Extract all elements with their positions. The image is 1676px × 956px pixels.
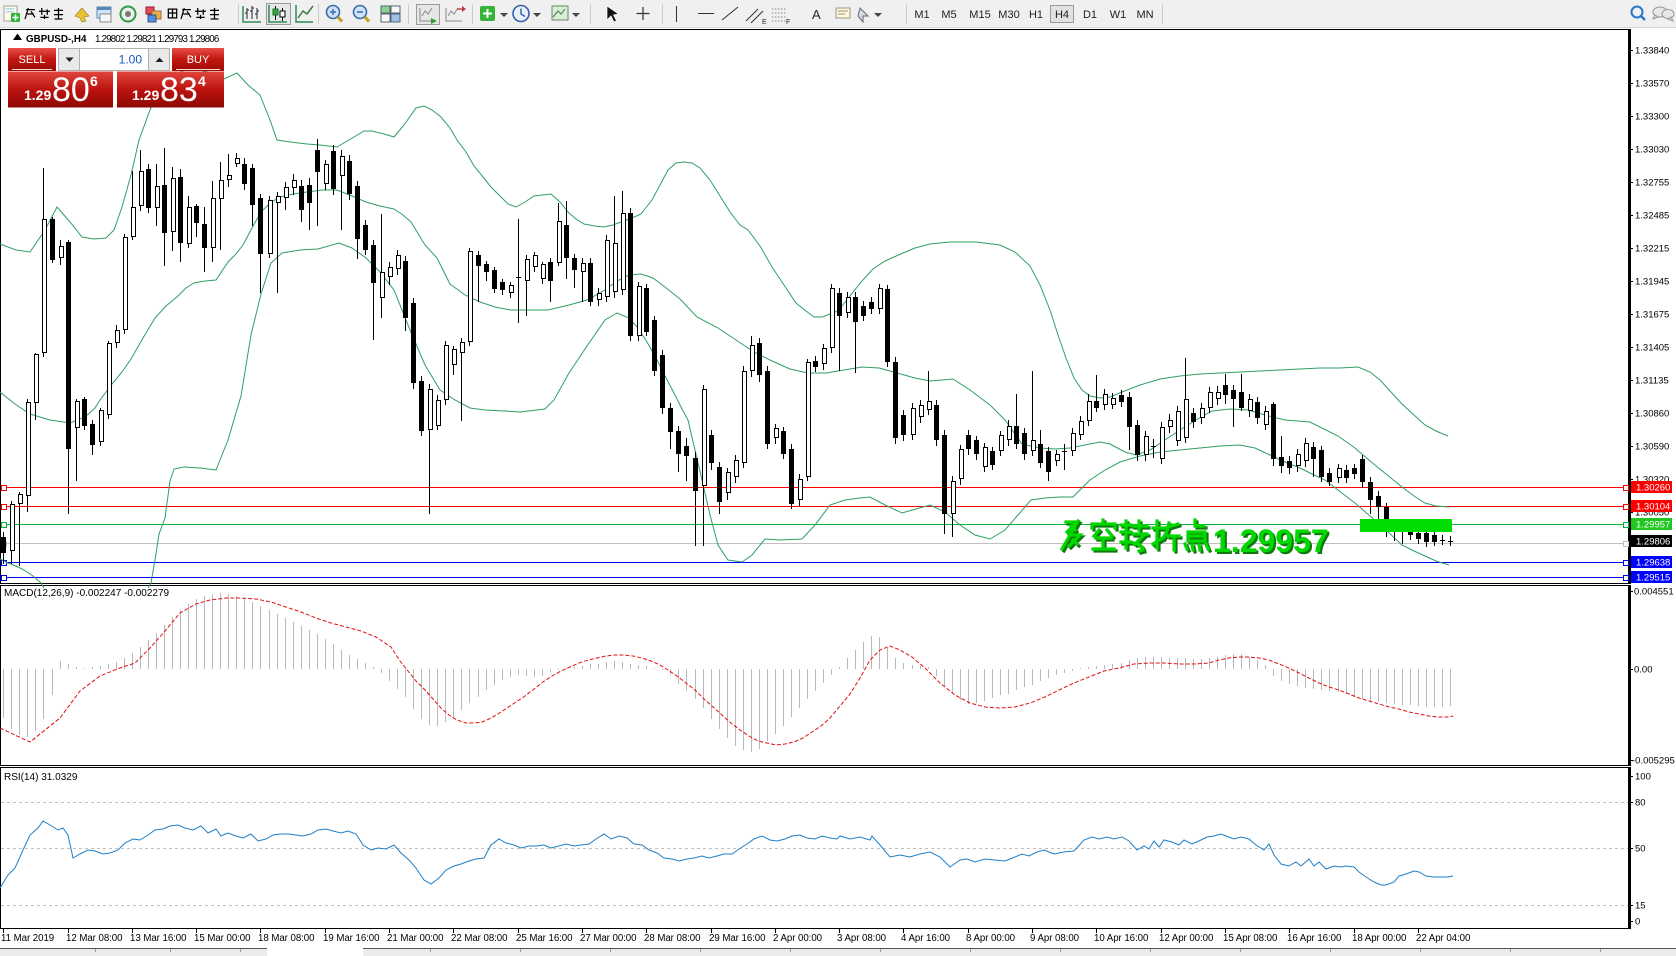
svg-text:4: 4: [198, 73, 206, 89]
svg-text:1.31135: 1.31135: [1635, 376, 1669, 387]
svg-text:15 Apr 08:00: 15 Apr 08:00: [1223, 933, 1278, 944]
svg-text:1.33840: 1.33840: [1635, 46, 1669, 57]
svg-text:E: E: [762, 19, 767, 26]
svg-text:18 Mar 08:00: 18 Mar 08:00: [258, 933, 315, 944]
svg-text:11 Mar 2019: 11 Mar 2019: [1, 933, 54, 944]
svg-text:100: 100: [1635, 772, 1651, 783]
svg-text:9 Apr 08:00: 9 Apr 08:00: [1030, 933, 1080, 944]
svg-text:1.30860: 1.30860: [1635, 409, 1669, 420]
svg-text:27 Mar 00:00: 27 Mar 00:00: [580, 933, 637, 944]
svg-text:BUY: BUY: [187, 54, 210, 66]
svg-text:M30: M30: [998, 9, 1019, 21]
svg-text:M5: M5: [941, 9, 956, 21]
svg-text:80: 80: [52, 71, 90, 109]
svg-text:15 Mar 00:00: 15 Mar 00:00: [194, 933, 251, 944]
svg-text:1.30260: 1.30260: [1636, 483, 1670, 494]
svg-text:1.30590: 1.30590: [1635, 442, 1669, 453]
svg-text:25 Mar 16:00: 25 Mar 16:00: [516, 933, 573, 944]
svg-text:0.004551: 0.004551: [1634, 587, 1674, 598]
svg-text:W1: W1: [1110, 9, 1127, 21]
svg-text:MACD(12,26,9) -0.002247 -0.002: MACD(12,26,9) -0.002247 -0.002279: [4, 588, 170, 599]
svg-text:1.29638: 1.29638: [1636, 558, 1670, 569]
svg-text:1.30320: 1.30320: [1635, 475, 1669, 486]
svg-text:83: 83: [160, 71, 198, 109]
svg-text:1.30050: 1.30050: [1635, 508, 1669, 519]
svg-text:H1: H1: [1029, 9, 1043, 21]
svg-text:1.29: 1.29: [24, 87, 51, 103]
svg-text:1.29802 1.29821 1.29793 1.2980: 1.29802 1.29821 1.29793 1.29806: [95, 34, 220, 45]
svg-text:22 Mar 08:00: 22 Mar 08:00: [451, 933, 508, 944]
svg-text:1.31945: 1.31945: [1635, 277, 1669, 288]
svg-text:12 Mar 08:00: 12 Mar 08:00: [66, 933, 123, 944]
svg-text:28 Mar 08:00: 28 Mar 08:00: [644, 933, 701, 944]
svg-text:1.32485: 1.32485: [1635, 211, 1669, 222]
svg-text:1.30104: 1.30104: [1636, 502, 1670, 513]
svg-text:1.00: 1.00: [119, 53, 143, 67]
svg-text:3 Apr 08:00: 3 Apr 08:00: [837, 933, 887, 944]
svg-text:21 Mar 00:00: 21 Mar 00:00: [387, 933, 444, 944]
svg-text:29 Mar 16:00: 29 Mar 16:00: [709, 933, 766, 944]
svg-text:M15: M15: [969, 9, 990, 21]
svg-text:1.29957: 1.29957: [1215, 525, 1331, 561]
svg-text:4 Apr 16:00: 4 Apr 16:00: [901, 933, 951, 944]
svg-text:1.29: 1.29: [132, 87, 159, 103]
svg-text:1.33570: 1.33570: [1635, 79, 1669, 90]
svg-text:80: 80: [1635, 798, 1646, 809]
svg-text:1.29957: 1.29957: [1636, 520, 1670, 531]
svg-text:1.33300: 1.33300: [1635, 112, 1669, 123]
svg-text:22 Apr 04:00: 22 Apr 04:00: [1416, 933, 1471, 944]
svg-text:F: F: [786, 19, 790, 26]
svg-text:10 Apr 16:00: 10 Apr 16:00: [1094, 933, 1149, 944]
svg-text:50: 50: [1635, 844, 1646, 855]
svg-text:1.29957: 1.29957: [1213, 523, 1329, 559]
svg-text:8 Apr 00:00: 8 Apr 00:00: [966, 933, 1016, 944]
svg-text:13 Mar 16:00: 13 Mar 16:00: [130, 933, 187, 944]
svg-text:2 Apr 00:00: 2 Apr 00:00: [773, 933, 823, 944]
svg-text:1.32215: 1.32215: [1635, 244, 1669, 255]
svg-text:1.31405: 1.31405: [1635, 343, 1669, 354]
svg-text:6: 6: [90, 73, 98, 89]
svg-text:1.29806: 1.29806: [1636, 537, 1670, 548]
svg-text:H4: H4: [1055, 9, 1069, 21]
svg-text:M1: M1: [914, 9, 929, 21]
svg-text:SELL: SELL: [19, 54, 46, 66]
svg-text:0.00: 0.00: [1634, 665, 1653, 676]
svg-text:-0.005295: -0.005295: [1632, 756, 1675, 767]
svg-text:18 Apr 00:00: 18 Apr 00:00: [1352, 933, 1407, 944]
svg-text:GBPUSD-,H4: GBPUSD-,H4: [26, 34, 87, 45]
svg-text:MN: MN: [1136, 9, 1153, 21]
svg-text:12 Apr 00:00: 12 Apr 00:00: [1159, 933, 1214, 944]
svg-text:1.29515: 1.29515: [1636, 573, 1670, 584]
svg-text:1.33030: 1.33030: [1635, 145, 1669, 156]
svg-text:1.32755: 1.32755: [1635, 178, 1669, 189]
svg-text:0: 0: [1635, 917, 1640, 928]
svg-text:A: A: [812, 7, 821, 22]
svg-text:15: 15: [1635, 901, 1646, 912]
svg-text:16 Apr 16:00: 16 Apr 16:00: [1287, 933, 1342, 944]
svg-text:19 Mar 16:00: 19 Mar 16:00: [323, 933, 380, 944]
svg-text:D1: D1: [1083, 9, 1097, 21]
svg-text:RSI(14) 31.0329: RSI(14) 31.0329: [4, 772, 78, 783]
svg-text:1.31675: 1.31675: [1635, 310, 1669, 321]
